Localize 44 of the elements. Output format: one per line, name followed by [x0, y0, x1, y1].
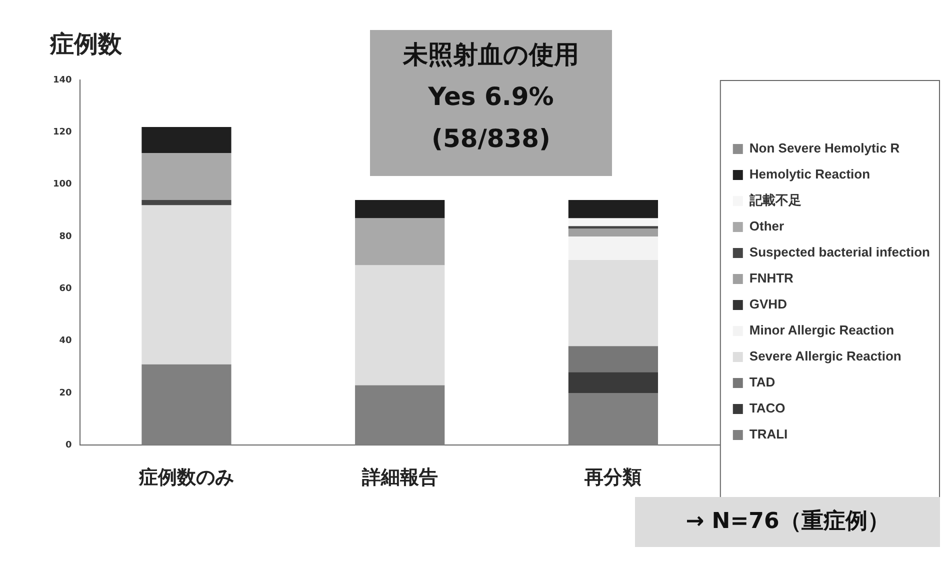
- bar: [568, 393, 658, 446]
- bar: [355, 218, 445, 266]
- legend-label: Severe Allergic Reaction: [749, 348, 902, 364]
- y-tick-label: 140: [52, 75, 72, 86]
- bar: [355, 200, 445, 218]
- y-tick-label: 0: [66, 440, 72, 451]
- y-tick-label: 60: [59, 284, 72, 294]
- legend-label: Hemolytic Reaction: [749, 166, 870, 182]
- legend-label: GVHD: [749, 296, 787, 312]
- x-tick-label: 詳細報告: [360, 466, 438, 489]
- y-axis-title: 症例数: [50, 29, 122, 60]
- legend-label: Other: [749, 218, 784, 234]
- legend-label: FNHTR: [749, 270, 794, 286]
- bar: [355, 385, 445, 446]
- bar: [568, 260, 658, 346]
- bar: [568, 236, 658, 260]
- legend-label: Non Severe Hemolytic R: [749, 140, 900, 156]
- bar: [142, 126, 232, 154]
- x-tick-label: 症例数のみ: [138, 466, 234, 489]
- y-tick-label: 100: [52, 180, 72, 190]
- text: → N=76（重症例）: [635, 497, 940, 547]
- bar: [142, 364, 232, 446]
- bar: [568, 218, 658, 226]
- y-tick-label: 20: [59, 388, 72, 398]
- legend-label: Minor Allergic Reaction: [749, 322, 894, 338]
- legend-label: TAD: [749, 374, 776, 390]
- legend-label: TACO: [749, 400, 786, 416]
- bar: [568, 372, 658, 394]
- bar: [568, 228, 658, 237]
- legend-label: 記載不足: [748, 192, 802, 208]
- legend-label: TRALI: [749, 426, 788, 442]
- y-tick-label: 120: [52, 128, 72, 138]
- legend-label: Suspected bacterial infection: [749, 244, 930, 260]
- annotation: 未照射血の使用 Yes 6.9% (58/838): [370, 30, 612, 176]
- bar: [142, 205, 232, 364]
- bar: [142, 153, 232, 200]
- bar: [568, 346, 658, 372]
- bar: [568, 226, 658, 229]
- y-tick-label: 80: [59, 232, 72, 242]
- bar: [355, 265, 445, 386]
- y-tick-label: 40: [59, 336, 72, 346]
- bar: [568, 200, 658, 218]
- bar: [142, 200, 232, 206]
- x-tick-label: 再分類: [584, 466, 642, 489]
